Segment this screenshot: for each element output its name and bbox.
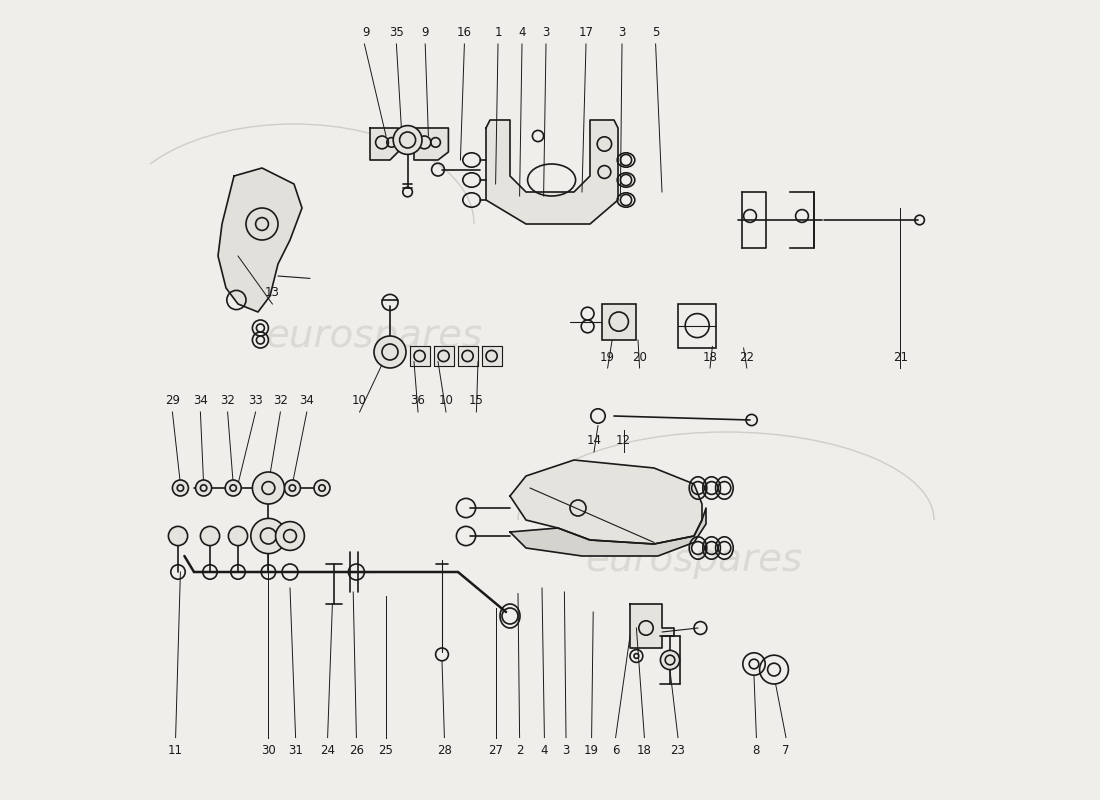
Text: 32: 32 [220,394,235,406]
Polygon shape [410,346,430,366]
Text: 18: 18 [637,744,652,757]
Polygon shape [414,128,449,160]
Circle shape [251,518,286,554]
Circle shape [276,522,305,550]
Polygon shape [510,508,706,556]
Polygon shape [434,346,454,366]
Polygon shape [486,120,618,224]
Text: eurospares: eurospares [265,317,483,355]
Text: 30: 30 [261,744,276,757]
Text: 33: 33 [249,394,263,406]
Text: 16: 16 [456,26,472,38]
Circle shape [255,480,272,496]
Text: 9: 9 [362,26,370,38]
Text: 20: 20 [632,351,647,364]
Text: 22: 22 [739,351,755,364]
Text: 35: 35 [389,26,404,38]
Text: 31: 31 [288,744,302,757]
Text: 19: 19 [584,744,600,757]
Circle shape [200,526,220,546]
Text: 6: 6 [612,744,619,757]
Circle shape [252,472,285,504]
Polygon shape [482,346,502,366]
Text: 18: 18 [703,351,717,364]
Text: 2: 2 [516,744,524,757]
Text: 4: 4 [518,26,526,38]
Text: 10: 10 [439,394,453,406]
Polygon shape [370,128,398,160]
Text: 4: 4 [541,744,548,757]
Circle shape [258,526,278,546]
Text: 27: 27 [488,744,503,757]
Text: 3: 3 [542,26,550,38]
Circle shape [660,650,680,670]
Text: 29: 29 [165,394,180,406]
Polygon shape [218,168,302,312]
Text: 10: 10 [352,394,367,406]
Text: 28: 28 [437,744,452,757]
Text: eurospares: eurospares [585,541,803,579]
Text: 9: 9 [421,26,429,38]
Text: 11: 11 [168,744,183,757]
Circle shape [285,480,300,496]
Text: 26: 26 [349,744,364,757]
Polygon shape [510,460,702,544]
Circle shape [196,480,211,496]
Text: 23: 23 [671,744,685,757]
Text: 21: 21 [893,351,907,364]
Polygon shape [630,604,674,648]
Bar [678,304,716,348]
Circle shape [393,126,422,154]
Text: 24: 24 [320,744,336,757]
Text: 1: 1 [494,26,502,38]
Circle shape [229,526,248,546]
Bar [602,304,636,340]
Text: 8: 8 [752,744,760,757]
Circle shape [226,480,241,496]
Text: 32: 32 [273,394,288,406]
Text: 14: 14 [586,434,602,446]
Text: 19: 19 [601,351,615,364]
Text: 15: 15 [469,394,484,406]
Text: 5: 5 [652,26,659,38]
Text: 36: 36 [410,394,426,406]
Circle shape [173,480,188,496]
Circle shape [314,480,330,496]
Text: 34: 34 [299,394,315,406]
Text: 12: 12 [616,434,631,446]
Polygon shape [458,346,478,366]
Text: 13: 13 [265,286,279,298]
Circle shape [374,336,406,368]
Text: 17: 17 [579,26,594,38]
Text: 25: 25 [378,744,394,757]
Circle shape [168,526,188,546]
Text: 7: 7 [782,744,790,757]
Text: 3: 3 [618,26,626,38]
Text: 3: 3 [562,744,570,757]
Text: 34: 34 [192,394,208,406]
